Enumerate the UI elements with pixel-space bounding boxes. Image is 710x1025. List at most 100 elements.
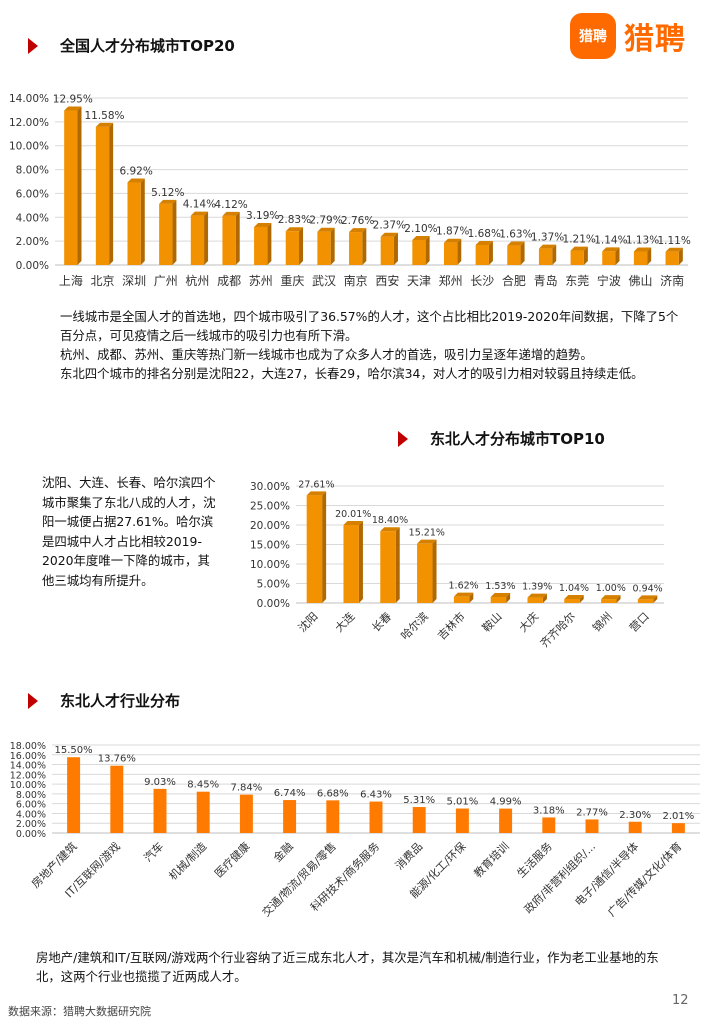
chart1-bar-front: [64, 110, 78, 266]
chart-northeast-top10: 0.00% 5.00% 10.00% 15.00% 20.00% 25.00% 30.00%…: [250, 479, 664, 650]
chart3-y-tick-label: 6.00%: [16, 800, 46, 811]
chart1-bar-front: [443, 242, 458, 265]
chart1-bar: [380, 232, 398, 265]
chart2-bar-side: [469, 592, 474, 603]
chart2-bar: [637, 595, 658, 603]
chart2-bar: [601, 595, 621, 603]
chart3-bar-front: [326, 800, 340, 833]
chart1-value-label: 1.63%: [499, 229, 532, 241]
chart1-bar-side: [235, 211, 240, 265]
chart3-y-tick-label: 2.00%: [16, 819, 46, 830]
chart1-bar-side: [393, 232, 398, 265]
chart2-bar-top: [343, 520, 363, 525]
chart3-value-label: 4.99%: [490, 797, 522, 808]
chart2-value-label: 27.61%: [298, 479, 334, 490]
chart2-bar-front: [380, 531, 396, 603]
chart3-value-label: 5.31%: [403, 795, 435, 806]
chart1-category-label: 南京: [344, 273, 368, 288]
chart1-bar-top: [633, 247, 652, 252]
chart2-bar: [343, 520, 363, 603]
chart-national-top20: 0.00% 2.00% 4.00% 6.00% 8.00% 10.00% 12.00% 14.…: [9, 93, 691, 288]
chart1-bar-front: [95, 126, 110, 265]
chart1-bar-top: [538, 244, 557, 249]
chart3-value-label: 3.18%: [533, 805, 565, 816]
chart3-bar-front: [283, 800, 297, 833]
chart2-y-tick-label: 5.00%: [257, 579, 290, 591]
section-title-northeast-cities-text: 东北人才分布城市TOP10: [430, 430, 605, 448]
chart1-bar: [349, 228, 367, 265]
chart2-bar-top: [564, 594, 584, 599]
chart2-category-label: 鞍山: [479, 609, 504, 634]
chart3-bar: [110, 765, 124, 833]
chart1-category-label: 济南: [660, 273, 684, 288]
chart1-category-label: 合肥: [502, 273, 526, 288]
chart1-bar-top: [127, 178, 145, 183]
chart1-y-tick-label: 10.00%: [9, 141, 49, 153]
chart1-bar-top: [443, 238, 462, 243]
chart2-category-label: 哈尔滨: [398, 609, 431, 642]
chart3-bar: [239, 794, 253, 833]
chart3-y-tick-label: 10.00%: [10, 780, 46, 791]
chart2-bar-top: [306, 491, 327, 496]
chart2-value-label: 1.62%: [449, 581, 479, 592]
chart1-bar-side: [109, 122, 114, 265]
chart3-category-label: 生活服务: [514, 839, 555, 880]
chart3-y-tick-label: 8.00%: [16, 790, 46, 801]
chart3-bar-front: [239, 794, 253, 833]
chart1-value-label: 11.58%: [84, 110, 124, 122]
chart1-bar-side: [615, 247, 620, 265]
chart1-bar-side: [330, 227, 335, 265]
chart1-value-label: 1.37%: [531, 232, 564, 244]
chart2-y-tick-label: 25.00%: [250, 501, 290, 513]
triangle-marker-icon: [28, 37, 38, 54]
chart1-bar-front: [570, 250, 584, 265]
chart2-category-label: 长春: [369, 610, 394, 635]
chart1-bar-front: [507, 245, 521, 265]
chart1-bar-side: [204, 211, 209, 265]
chart1-bar-front: [285, 231, 300, 265]
chart3-bar: [369, 801, 383, 833]
chart1-bar-side: [457, 238, 462, 265]
chart1-bar-side: [267, 222, 272, 265]
chart3-bar-front: [585, 819, 599, 833]
chart2-y-tick-label: 0.00%: [257, 598, 290, 610]
chart3-category-label: 交通/物流/贸易/零售: [259, 839, 339, 919]
chart1-y-tick-label: 12.00%: [9, 117, 49, 129]
chart-northeast-industry: 0.00%2.00%4.00%6.00%8.00%10.00%12.00%14.…: [10, 741, 700, 919]
chart1-bar-side: [488, 240, 493, 265]
chart1-bar: [127, 178, 145, 265]
chart2-y-tick-label: 20.00%: [250, 520, 290, 532]
chart1-bar-top: [507, 241, 525, 246]
chart1-bar: [507, 241, 525, 265]
chart1-category-label: 佛山: [629, 274, 653, 288]
chart2-bar-top: [637, 595, 658, 600]
chart1-value-label: 1.87%: [436, 226, 469, 238]
chart3-bar: [326, 800, 340, 833]
chart3-value-label: 15.50%: [55, 745, 93, 756]
chart1-category-label: 广州: [154, 274, 178, 288]
chart1-bar-front: [412, 239, 426, 265]
chart3-category-label: 汽车: [141, 839, 166, 864]
chart1-value-label: 2.37%: [373, 220, 406, 232]
chart1-bar-side: [77, 106, 82, 266]
chart1-bar-front: [349, 232, 363, 265]
chart3-value-label: 9.03%: [144, 777, 176, 788]
chart1-category-label: 武汉: [312, 274, 336, 288]
chart1-bar: [95, 122, 114, 265]
chart1-bar-top: [602, 247, 620, 252]
chart1-category-label: 西安: [375, 273, 399, 288]
chart3-category-label: 机械/制造: [166, 839, 210, 883]
chart1-value-label: 6.92%: [119, 165, 152, 177]
section-title-northeast-industry-text: 东北人才行业分布: [60, 692, 181, 710]
chart2-value-label: 15.21%: [409, 528, 445, 539]
chart1-y-tick-label: 14.00%: [9, 93, 49, 105]
chart1-y-tick-label: 4.00%: [16, 212, 49, 224]
chart3-bar-front: [196, 791, 210, 833]
chart1-bar: [285, 227, 304, 265]
chart2-value-label: 0.94%: [633, 583, 663, 594]
chart1-value-label: 2.79%: [309, 215, 342, 227]
chart1-value-label: 5.12%: [151, 187, 184, 199]
chart1-value-label: 2.10%: [404, 223, 437, 235]
chart3-value-label: 6.68%: [317, 788, 349, 799]
chart1-value-label: 4.12%: [214, 199, 247, 211]
